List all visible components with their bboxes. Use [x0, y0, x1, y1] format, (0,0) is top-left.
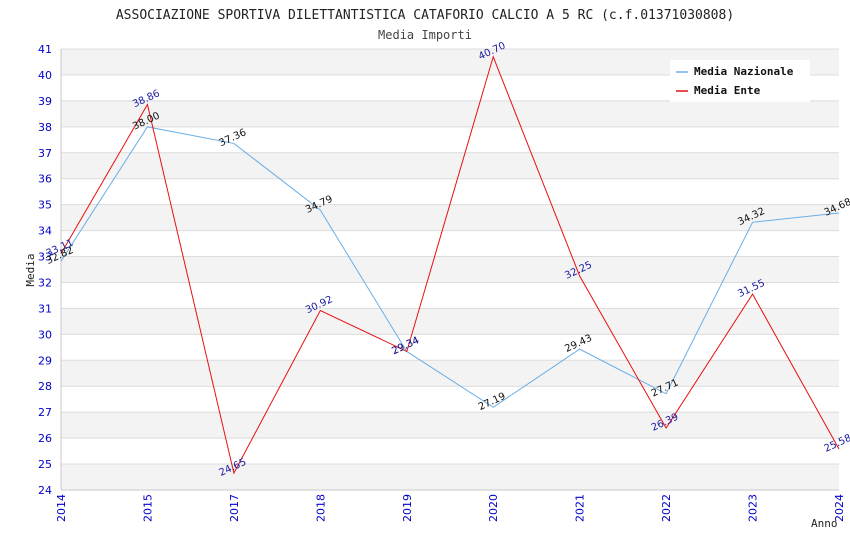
y-tick-label: 36: [38, 173, 52, 186]
chart-title: ASSOCIAZIONE SPORTIVA DILETTANTISTICA CA…: [116, 8, 734, 23]
y-tick-label: 27: [38, 406, 52, 419]
y-tick-label: 30: [38, 328, 52, 341]
grid-band: [61, 126, 839, 153]
x-tick-label: 2021: [574, 494, 587, 522]
x-tick-label: 2019: [401, 494, 414, 522]
y-tick-label: 24: [38, 484, 52, 497]
legend-entry: Media Nazionale: [694, 65, 794, 78]
legend-box: [670, 60, 810, 102]
y-tick-label: 34: [38, 225, 52, 238]
legend: Media Nazionale Media Ente: [670, 60, 810, 102]
x-axis-label: Anno: [811, 517, 838, 530]
grid-band: [61, 464, 839, 490]
x-tick-label: 2018: [314, 494, 327, 522]
x-tick-label: 2014: [55, 494, 68, 522]
series-lines: [60, 55, 840, 475]
y-tick-label: 37: [38, 147, 52, 160]
x-tick-label: 2022: [660, 494, 673, 522]
y-tick-label: 25: [38, 458, 52, 471]
grid-band: [61, 230, 839, 257]
y-tick-label: 38: [38, 121, 52, 134]
x-tick-label: 2024: [833, 494, 846, 522]
x-tick-label: 2017: [228, 494, 241, 522]
chart-subtitle: Media Importi: [378, 28, 472, 42]
y-tick-label: 39: [38, 95, 52, 108]
series-line-media-ente: [60, 55, 840, 475]
grid-band: [61, 308, 839, 335]
grid-band: [61, 256, 839, 283]
x-tick-label: 2020: [487, 494, 500, 522]
y-tick-label: 32: [38, 276, 52, 289]
grid-band: [61, 100, 839, 127]
series-line-media-nazionale: [60, 126, 840, 408]
y-tick-label: 26: [38, 432, 52, 445]
x-axis-ticks: 2014 2015 2017 2018 2019 2020 2021 2022 2023 2024: [55, 494, 846, 522]
grid-band: [61, 334, 839, 361]
y-tick-label: 29: [38, 354, 52, 367]
grid-band: [61, 386, 839, 413]
y-tick-label: 28: [38, 380, 52, 393]
grid-band: [61, 438, 839, 465]
grid-band: [61, 152, 839, 179]
y-tick-label: 41: [38, 43, 52, 56]
y-tick-label: 33: [38, 251, 52, 264]
grid-band: [61, 204, 839, 231]
grid-band: [61, 282, 839, 309]
grid-band: [61, 178, 839, 205]
legend-entry: Media Ente: [694, 84, 761, 97]
y-tick-label: 40: [38, 69, 52, 82]
y-tick-label: 35: [38, 199, 52, 212]
y-axis-label: Media: [24, 253, 37, 286]
y-axis-ticks: 24 25 26 27 28 29 30 31 32 33 34 35 36 37 38 39 40 41: [38, 43, 52, 497]
grid-band: [61, 412, 839, 439]
grid-bands: [60, 48, 839, 491]
x-tick-label: 2023: [747, 494, 760, 522]
grid-band: [61, 360, 839, 387]
x-tick-label: 2015: [141, 494, 154, 522]
y-tick-label: 31: [38, 302, 52, 315]
